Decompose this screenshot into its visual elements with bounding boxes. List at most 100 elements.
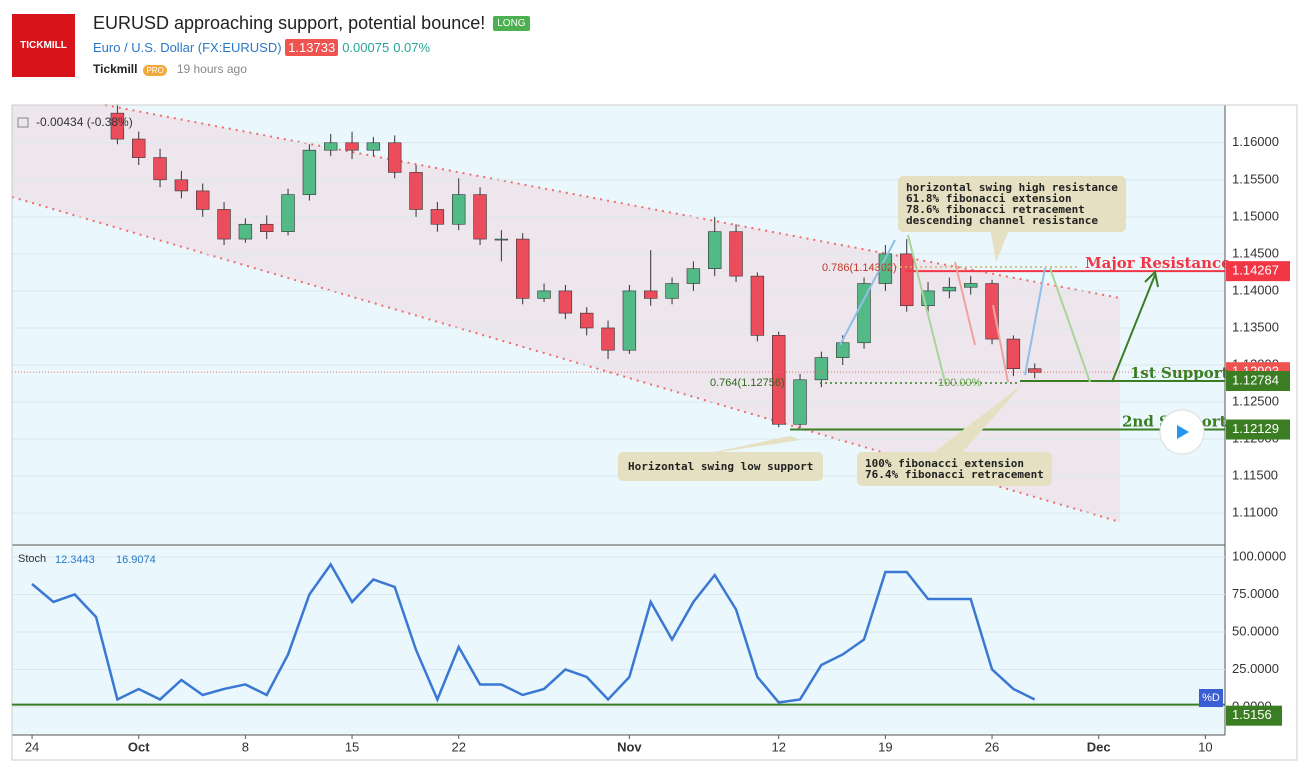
candle-body (196, 190, 210, 210)
candle-body (110, 112, 125, 140)
arrow (1024, 267, 1046, 376)
candle-body (1006, 338, 1021, 370)
y-tick-label: 1.16000 (1232, 134, 1279, 149)
candle-body (302, 149, 317, 195)
change-pct: 0.07% (393, 40, 431, 55)
series-tag (1199, 689, 1223, 707)
candle-body (601, 327, 615, 351)
symbol-code[interactable]: (FX:EURUSD) (197, 40, 282, 55)
price-pane: 1.16000 1.15500 1.15000 1.14500 1.14000 1.135… (12, 104, 1290, 520)
indicator-reading: 16.9074 (116, 554, 156, 566)
level-tag-label: 1.5156 (1232, 707, 1272, 722)
level-tag (1226, 705, 1282, 726)
candle-body (750, 275, 765, 336)
symbol-name[interactable]: Euro / U.S. Dollar (93, 40, 195, 55)
x-tick-label: 15 (345, 739, 359, 754)
candle-body (900, 253, 914, 307)
candle-body (260, 223, 274, 232)
candle-body (1028, 368, 1042, 373)
x-tick-label: 24 (25, 739, 39, 754)
callout-pointer (930, 385, 1022, 455)
level-name: 1st Support (1130, 364, 1229, 382)
stoch-line (31, 562, 1036, 704)
candle-body (708, 231, 722, 270)
drawings (700, 228, 1159, 455)
x-tick-label: 12 (771, 739, 785, 754)
long-badge: LONG (493, 16, 530, 31)
candle-body (622, 290, 637, 351)
callout-line: 78.6% fibonacci retracement (906, 203, 1085, 216)
candle-body (473, 194, 487, 240)
candle-body (772, 335, 786, 425)
arrow (907, 234, 946, 383)
level-tag-label: 1.14267 (1232, 263, 1279, 278)
x-tick-label: Dec (1087, 739, 1111, 754)
callout-line: 61.8% fibonacci extension (906, 192, 1072, 205)
x-tick-label: Oct (128, 739, 150, 754)
arrow (992, 304, 1009, 383)
candle-body (793, 379, 807, 425)
arrow (954, 261, 976, 346)
candle-body (430, 209, 445, 225)
y-tick-label: 1.15500 (1232, 171, 1279, 186)
y-tick-label: 25.0000 (1232, 661, 1279, 676)
candle-body (964, 283, 978, 288)
candle-body (516, 238, 530, 299)
candle-body (686, 268, 701, 284)
level-tag (1226, 261, 1290, 282)
header: TICKMILL EURUSD approaching support, pot… (0, 0, 1304, 100)
candle-body (836, 342, 850, 358)
title-text: EURUSD approaching support, potential bo… (93, 13, 486, 33)
fib-label: 100.00% (938, 377, 982, 389)
stoch-pane: 100.000075.000050.000025.00000.000024Oct… (12, 548, 1286, 754)
candle-body (985, 283, 999, 340)
candle-body (494, 238, 509, 241)
callout-pointer (700, 436, 800, 455)
y-tick-label: 1.15000 (1232, 208, 1279, 223)
candle-body (729, 231, 743, 277)
x-tick-label: 22 (451, 739, 465, 754)
indicator-reading: 12.3443 (55, 554, 95, 566)
callout-pointer (990, 228, 1010, 262)
candle-body (644, 290, 658, 299)
frame (11, 104, 1298, 761)
symbol-line: Euro / U.S. Dollar (FX:EURUSD) 1.13733 0.… (93, 39, 431, 56)
arrow (1049, 267, 1091, 383)
candle-body (580, 312, 594, 329)
candle-body (238, 223, 253, 240)
candle-body (665, 283, 679, 299)
level-name: Major Resistance (1085, 254, 1231, 272)
x-tick-label: 8 (242, 739, 249, 754)
y-tick-label: 50.0000 (1232, 623, 1279, 638)
candle-body (132, 138, 146, 158)
time: 19 hours ago (176, 62, 247, 76)
author-line: Tickmill PRO 19 hours ago (93, 62, 247, 76)
x-tick-label: 19 (878, 739, 892, 754)
y-tick-label: 1.11000 (1232, 505, 1278, 520)
logo: TICKMILL (12, 14, 75, 77)
collapse-icon[interactable] (17, 117, 29, 128)
pro-badge: PRO (143, 65, 167, 76)
y-tick-label: 1.14500 (1232, 245, 1279, 260)
candle-body (345, 142, 359, 151)
level-tag (1226, 419, 1290, 440)
y-tick-label: 1.11500 (1232, 468, 1278, 483)
candle-body (281, 194, 295, 232)
author[interactable]: Tickmill (93, 62, 138, 76)
candle-body (537, 290, 551, 299)
candle-body (388, 142, 402, 173)
candle-body (366, 142, 381, 151)
y-tick-label: 1.14000 (1232, 282, 1279, 297)
y-tick-label: 1.12500 (1232, 393, 1279, 408)
x-tick-label: Nov (617, 739, 642, 754)
title: EURUSD approaching support, potential bo… (93, 13, 530, 34)
candle-body (409, 172, 423, 210)
arrow-head (1144, 269, 1159, 288)
callout-line: descending channel resistance (906, 214, 1099, 227)
candle-body (814, 357, 829, 381)
fib-label: 0.764(1.12756) (710, 377, 785, 389)
resistance-callout: horizontal swing high resistance 61.8% f… (898, 176, 1126, 232)
arrow (839, 239, 896, 346)
